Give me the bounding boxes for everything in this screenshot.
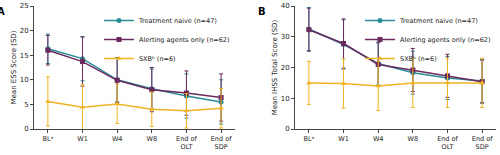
svg-text:SXBᵇ (n=6): SXBᵇ (n=6) (139, 55, 176, 63)
svg-text:Mean ESS Score (SD): Mean ESS Score (SD) (10, 30, 18, 104)
svg-text:W8: W8 (147, 135, 158, 143)
svg-text:W4: W4 (373, 135, 384, 143)
svg-text:End ofOLT: End ofOLT (437, 135, 458, 151)
svg-text:BLᵃ: BLᵃ (304, 135, 315, 143)
svg-text:Treatment naive (n=47): Treatment naive (n=47) (138, 17, 217, 25)
svg-text:20: 20 (281, 64, 290, 72)
svg-text:15: 15 (20, 52, 29, 60)
svg-text:5: 5 (24, 101, 28, 109)
svg-text:A: A (0, 6, 5, 17)
svg-text:Treatment naive (n=47): Treatment naive (n=47) (399, 17, 478, 25)
svg-text:40: 40 (281, 2, 290, 10)
svg-text:End ofOLT: End ofOLT (176, 135, 197, 151)
svg-text:BLᵃ: BLᵃ (43, 135, 54, 143)
svg-text:Mean IHSS Total Score (SD): Mean IHSS Total Score (SD) (271, 20, 279, 116)
svg-text:W4: W4 (112, 135, 123, 143)
svg-text:Alerting agents only (n=62): Alerting agents only (n=62) (139, 36, 230, 44)
svg-text:W8: W8 (408, 135, 419, 143)
svg-text:20: 20 (20, 27, 29, 35)
svg-text:Alerting agents only (n=62): Alerting agents only (n=62) (400, 36, 491, 44)
svg-text:30: 30 (281, 33, 290, 41)
svg-text:0: 0 (285, 125, 289, 133)
svg-text:10: 10 (20, 76, 29, 84)
svg-text:SXBᵇ (n=6): SXBᵇ (n=6) (400, 55, 437, 63)
svg-text:25: 25 (20, 2, 29, 10)
svg-text:End ofSDP: End ofSDP (211, 135, 232, 151)
svg-text:End ofSDP: End ofSDP (472, 135, 493, 151)
svg-text:W1: W1 (338, 135, 349, 143)
svg-text:0: 0 (24, 125, 28, 133)
svg-text:B: B (258, 6, 266, 17)
svg-text:W1: W1 (77, 135, 88, 143)
svg-text:10: 10 (281, 95, 290, 103)
